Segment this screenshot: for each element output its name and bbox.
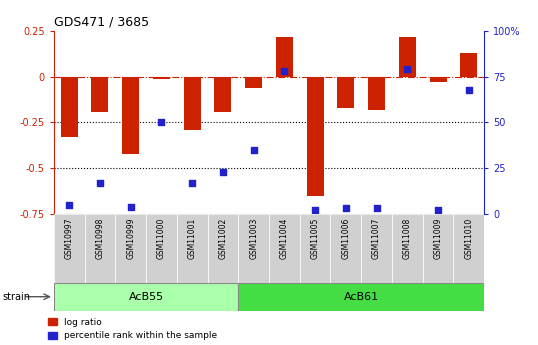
Bar [307, 77, 323, 196]
Point [126, 204, 135, 209]
Text: GSM10997: GSM10997 [65, 217, 74, 259]
Text: strain: strain [3, 292, 31, 302]
Bar [245, 77, 262, 88]
Bar [177, 214, 208, 283]
Bar [300, 214, 330, 283]
Text: GSM11001: GSM11001 [188, 217, 197, 259]
Point [342, 206, 350, 211]
Bar [430, 77, 447, 82]
Text: AcB61: AcB61 [344, 292, 379, 302]
Bar [238, 214, 269, 283]
Point [403, 67, 412, 72]
Bar [276, 37, 293, 77]
Bar [461, 53, 477, 77]
Text: GSM11009: GSM11009 [434, 217, 443, 259]
Bar [84, 214, 115, 283]
Bar [115, 214, 146, 283]
Text: GSM11007: GSM11007 [372, 217, 381, 259]
Bar [54, 283, 238, 310]
Legend: log ratio, percentile rank within the sample: log ratio, percentile rank within the sa… [47, 318, 217, 341]
Bar [337, 77, 355, 108]
Bar [54, 214, 84, 283]
Bar [215, 77, 231, 111]
Text: GSM11003: GSM11003 [249, 217, 258, 259]
Bar [91, 77, 108, 111]
Text: GSM11010: GSM11010 [464, 217, 473, 259]
Point [218, 169, 227, 175]
Bar [423, 214, 454, 283]
Point [434, 207, 442, 213]
Bar [122, 77, 139, 154]
Bar [146, 214, 177, 283]
Bar [61, 77, 77, 137]
Point [280, 69, 289, 74]
Point [311, 207, 320, 213]
Bar [238, 283, 484, 310]
Bar [269, 214, 300, 283]
Text: GSM10998: GSM10998 [95, 217, 104, 259]
Text: GSM11004: GSM11004 [280, 217, 289, 259]
Bar [153, 77, 170, 79]
Bar [368, 77, 385, 110]
Bar [183, 77, 201, 130]
Text: GSM10999: GSM10999 [126, 217, 135, 259]
Text: GSM11000: GSM11000 [157, 217, 166, 259]
Bar [361, 214, 392, 283]
Point [96, 180, 104, 186]
Text: GSM11005: GSM11005 [310, 217, 320, 259]
Point [65, 202, 74, 208]
Bar [208, 214, 238, 283]
Text: GSM11008: GSM11008 [403, 217, 412, 259]
Bar [399, 37, 416, 77]
Text: GSM11002: GSM11002 [218, 217, 228, 259]
Point [157, 120, 166, 125]
Bar [454, 214, 484, 283]
Point [372, 206, 381, 211]
Point [188, 180, 196, 186]
Text: GSM11006: GSM11006 [341, 217, 350, 259]
Point [464, 87, 473, 92]
Bar [392, 214, 423, 283]
Bar [330, 214, 361, 283]
Text: GDS471 / 3685: GDS471 / 3685 [54, 16, 149, 29]
Point [249, 147, 258, 153]
Text: AcB55: AcB55 [129, 292, 164, 302]
